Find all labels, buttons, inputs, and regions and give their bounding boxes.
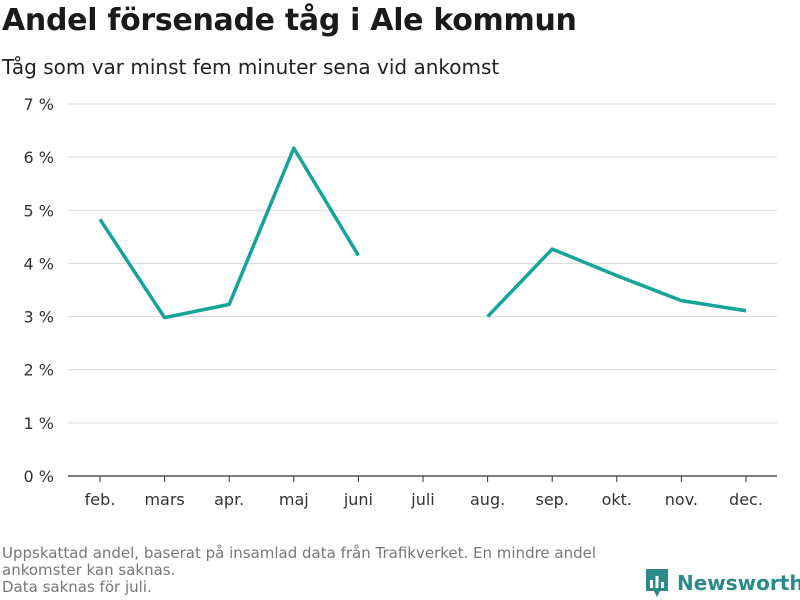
y-tick-label: 1 % <box>24 414 54 433</box>
x-tick-label: aug. <box>470 490 505 509</box>
x-tick-label: feb. <box>85 490 116 509</box>
x-tick-label: sep. <box>535 490 568 509</box>
x-tick-label: juni <box>343 490 373 509</box>
brand-logo: Newsworthy <box>645 568 800 598</box>
y-tick-label: 6 % <box>24 148 54 167</box>
footnote-line-3: Data saknas för juli. <box>2 578 152 596</box>
footnote-line-1: Uppskattad andel, baserat på insamlad da… <box>2 544 597 562</box>
series-line <box>486 247 747 318</box>
x-tick-label: nov. <box>665 490 698 509</box>
y-tick-label: 7 % <box>24 95 54 114</box>
data-series <box>98 146 747 320</box>
gridlines <box>68 103 777 477</box>
chart-title: Andel försenade tåg i Ale kommun <box>2 3 577 38</box>
x-tick-label: apr. <box>214 490 244 509</box>
chart-subtitle: Tåg som var minst fem minuter sena vid a… <box>2 55 500 79</box>
x-axis-ticks: feb. mars apr. maj juni juli aug. sep. okt. nov. d… <box>85 476 763 509</box>
x-tick-label: juli <box>410 490 434 509</box>
x-tick-label: maj <box>279 490 309 509</box>
y-tick-label: 0 % <box>24 467 54 486</box>
y-tick-label: 5 % <box>24 201 54 220</box>
y-tick-label: 3 % <box>24 308 54 327</box>
y-axis-tick-labels: 0 % 1 % 2 % 3 % 4 % 5 % 6 % 7 % <box>24 95 54 486</box>
x-tick-label: mars <box>144 490 184 509</box>
footnote-line-2: ankomster kan saknas. <box>2 561 176 579</box>
x-tick-label: dec. <box>729 490 763 509</box>
series-line <box>98 146 360 320</box>
y-tick-label: 2 % <box>24 361 54 380</box>
x-tick-label: okt. <box>602 490 632 509</box>
line-chart: 0 % 1 % 2 % 3 % 4 % 5 % 6 % 7 % feb. mars apr. maj… <box>24 95 777 509</box>
y-tick-label: 4 % <box>24 254 54 273</box>
brand-name: Newsworthy <box>677 571 800 595</box>
bar-chart-speech-bubble-icon <box>646 569 668 597</box>
footnote: Uppskattad andel, baserat på insamlad da… <box>2 545 632 596</box>
